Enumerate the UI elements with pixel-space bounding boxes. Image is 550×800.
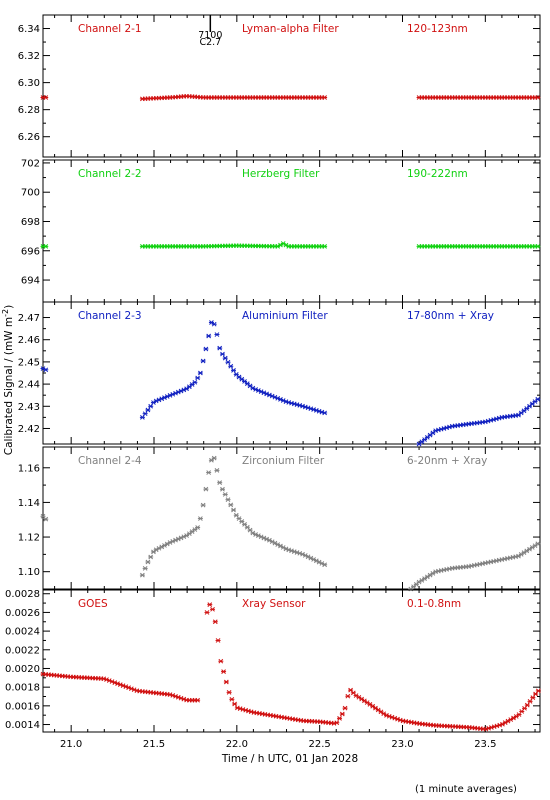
filter-label: Lyman-alpha Filter (242, 23, 339, 35)
x-tick-label: 22.5 (309, 739, 331, 750)
series-points (40, 241, 541, 249)
series-points (40, 93, 541, 102)
y-axis-label-close: ) (3, 305, 15, 309)
panel-3: 2.42 2.43 2.44 2.45 2.46 2.47 Channel 2-3 Alumi… (18, 301, 541, 447)
panel-frame (42, 14, 541, 158)
channel-label: Channel 2-2 (78, 168, 142, 180)
flare-marker-label-bottom: C2.7 (199, 37, 221, 48)
panel-frame (42, 301, 541, 445)
y-tick-label: 700 (21, 188, 40, 199)
chart-panels: 6.26 6.28 6.30 6.32 6.34 Channel 2-1 Lyman-alp… (5, 14, 541, 733)
y-tick-label: 2.45 (18, 357, 40, 368)
y-tick-label: 6.28 (18, 105, 40, 116)
x-axis-label: Time / h UTC, 01 Jan 2028 (221, 753, 358, 765)
band-label: 17-80nm + Xray (407, 310, 494, 322)
y-tick-label: 6.34 (18, 24, 40, 35)
y-tick-label: 0.0018 (5, 683, 40, 694)
x-tick-label: 22.0 (226, 739, 248, 750)
panel-2: 694 696 698 700 702 Channel 2-2 Herzberg Filte… (21, 158, 541, 303)
y-tick-label: 0.0024 (5, 627, 40, 638)
y-axis-label-superscript: -2 (1, 309, 10, 317)
y-tick-label: 0.0028 (5, 589, 40, 600)
x-tick-label: 21.5 (143, 739, 165, 750)
channel-label: Channel 2-4 (78, 455, 142, 467)
flare-marker-label-top: 7100 (198, 30, 222, 41)
y-tick-label: 0.0014 (5, 720, 40, 731)
x-axis: 21.0 21.5 22.0 22.5 23.0 23.5 (60, 739, 496, 750)
y-tick-label: 1.14 (18, 498, 40, 509)
panel-4: 1.10 1.12 1.14 1.16 Channel 2-4 Zirconium Fil… (18, 446, 541, 592)
filter-label: Xray Sensor (242, 598, 306, 610)
band-label: 190-222nm (407, 168, 468, 180)
y-tick-label: 1.10 (18, 567, 40, 578)
channel-label: Channel 2-1 (78, 23, 142, 35)
filter-label: Zirconium Filter (242, 455, 325, 467)
x-tick-label: 23.0 (391, 739, 413, 750)
y-tick-label: 0.0020 (5, 664, 40, 675)
panel-1: 6.26 6.28 6.30 6.32 6.34 Channel 2-1 Lyman-alp… (18, 14, 541, 158)
y-tick-label: 696 (21, 246, 40, 257)
y-tick-label: 2.43 (18, 402, 40, 413)
y-tick-label: 702 (21, 158, 40, 169)
x-tick-label: 23.5 (474, 739, 496, 750)
y-axis-label-main: Calibrated Signal / (mW m (3, 317, 15, 455)
y-tick-label: 2.46 (18, 335, 40, 346)
y-tick-label: 698 (21, 217, 40, 228)
band-label: 0.1-0.8nm (407, 598, 461, 610)
series-points (40, 602, 541, 732)
filter-label: Herzberg Filter (242, 168, 320, 180)
y-tick-label: 0.0022 (5, 645, 40, 656)
series-points (40, 320, 541, 447)
band-label: 120-123nm (407, 23, 468, 35)
y-tick-label: 2.44 (18, 380, 40, 391)
y-tick-label: 6.32 (18, 51, 40, 62)
panel-5: 0.0014 0.0016 0.0018 0.0020 0.0022 0.0024 0.00… (5, 589, 541, 733)
channel-label: GOES (78, 598, 108, 610)
y-tick-label: 2.47 (18, 313, 40, 324)
channel-label: Channel 2-3 (78, 310, 142, 322)
panel-frame (42, 159, 541, 303)
y-tick-label: 0.0016 (5, 701, 40, 712)
footnote: (1 minute averages) (415, 784, 517, 795)
y-tick-label: 1.16 (18, 463, 40, 474)
series-points (40, 455, 541, 592)
panel-frame (42, 446, 541, 590)
panel-frame (42, 589, 541, 733)
x-tick-label: 21.0 (60, 739, 82, 750)
band-label: 6-20nm + Xray (407, 455, 487, 467)
y-tick-label: 1.12 (18, 533, 40, 544)
y-tick-label: 0.0026 (5, 608, 40, 619)
y-tick-label: 694 (21, 276, 40, 287)
filter-label: Aluminium Filter (242, 310, 328, 322)
y-axis-label: Calibrated Signal / (mW m-2) (1, 305, 15, 455)
y-tick-label: 2.42 (18, 424, 40, 435)
y-tick-label: 6.26 (18, 132, 40, 143)
y-tick-label: 6.30 (18, 78, 40, 89)
